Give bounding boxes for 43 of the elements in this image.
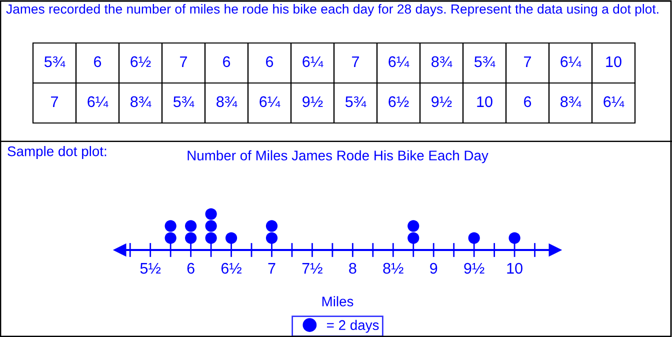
x-tick-label: 9½ [464, 262, 484, 274]
text: 8¾ [432, 56, 452, 68]
text: 6¼ [88, 96, 108, 108]
chart-title: Number of Miles James Rode His Bike Each Day [188, 150, 488, 164]
text: 10 [477, 96, 492, 108]
text: 5¾ [345, 96, 366, 108]
x-tick-label: 6½ [221, 262, 242, 274]
text: 7 [51, 96, 58, 107]
text: 5¾ [44, 56, 66, 68]
text: 8¾ [560, 96, 582, 108]
text: 6 [94, 56, 102, 68]
legend-label: = 2 days [327, 320, 379, 333]
text: 9½ [432, 96, 452, 108]
text: 6½ [388, 96, 409, 108]
x-tick-label: 5½ [140, 263, 161, 274]
text: James recorded the number of miles he rode his bike each day for 28 days. Represent the data using a dot plot. [6, 4, 658, 16]
x-axis-title: Miles [322, 296, 354, 306]
text: 6 [266, 56, 274, 68]
x-tick-label: 9 [430, 262, 438, 274]
text: 6¼ [560, 56, 582, 68]
text: 9½ [302, 96, 323, 108]
text: 6¼ [302, 56, 324, 68]
text: 7 [524, 56, 531, 67]
text: 6¼ [604, 96, 624, 108]
text: 6¼ [260, 96, 280, 108]
text: 10 [606, 56, 622, 68]
text: 5¾ [173, 96, 194, 108]
text: 6¼ [388, 56, 410, 68]
text: 7 [180, 56, 187, 67]
text: 8¾ [216, 96, 238, 108]
x-tick-label: 7½ [302, 263, 322, 274]
text: 6 [223, 56, 230, 68]
x-tick-label: 7 [268, 263, 276, 274]
x-tick-label: 8½ [383, 262, 404, 274]
x-tick-label: 8 [349, 262, 356, 274]
text: 6½ [130, 56, 151, 68]
text: 5¾ [474, 56, 496, 68]
text: Sample dot plot: [8, 146, 106, 159]
text: 6 [524, 96, 532, 108]
x-tick-label: 6 [187, 262, 194, 274]
text: 8¾ [130, 96, 152, 108]
text: 7 [352, 56, 359, 67]
x-tick-label: 10 [507, 262, 522, 274]
